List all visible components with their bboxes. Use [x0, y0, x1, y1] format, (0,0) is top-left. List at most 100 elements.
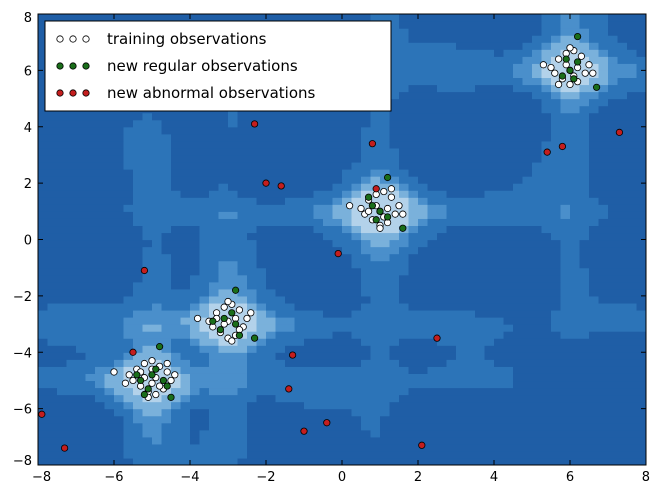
background-cell	[608, 366, 619, 374]
background-cell	[57, 154, 68, 163]
background-cell	[465, 408, 476, 417]
background-cell	[171, 401, 182, 410]
background-cell	[418, 288, 429, 297]
background-cell	[171, 415, 182, 424]
background-cell	[484, 63, 495, 71]
background-cell	[161, 204, 172, 212]
background-cell	[180, 281, 191, 290]
background-cell	[627, 239, 638, 248]
background-cell	[190, 204, 201, 212]
background-cell	[494, 457, 505, 465]
background-cell	[408, 387, 419, 396]
background-cell	[104, 359, 115, 367]
background-cell	[313, 401, 324, 410]
background-cell	[598, 415, 609, 424]
background-cell	[342, 147, 353, 156]
background-cell	[513, 253, 524, 262]
background-cell	[627, 450, 638, 459]
background-cell	[85, 197, 96, 205]
background-cell	[114, 112, 125, 121]
background-cell	[532, 28, 543, 36]
background-cell	[313, 359, 324, 367]
background-cell	[627, 309, 638, 318]
background-cell	[418, 98, 429, 107]
background-cell	[522, 281, 533, 290]
background-cell	[152, 147, 163, 156]
background-cell	[636, 246, 646, 255]
background-cell	[389, 436, 400, 445]
background-cell	[332, 154, 343, 163]
background-cell	[123, 126, 134, 135]
background-cell	[266, 253, 277, 262]
background-cell	[579, 324, 590, 332]
background-cell	[85, 429, 96, 438]
background-cell	[532, 359, 543, 367]
background-cell	[541, 429, 552, 438]
background-cell	[66, 176, 77, 184]
background-cell	[228, 373, 239, 382]
background-cell	[85, 147, 96, 156]
background-cell	[351, 232, 362, 241]
background-cell	[218, 260, 229, 269]
background-cell	[104, 387, 115, 396]
background-cell	[541, 401, 552, 410]
background-cell	[218, 239, 229, 248]
background-cell	[294, 331, 305, 339]
background-cell	[152, 415, 163, 424]
background-cell	[209, 119, 220, 128]
background-cell	[38, 21, 49, 29]
background-cell	[152, 197, 163, 205]
background-cell	[456, 49, 467, 57]
background-cell	[541, 246, 552, 255]
background-cell	[598, 197, 609, 205]
background-cell	[247, 147, 258, 156]
background-cell	[608, 133, 619, 142]
background-cell	[161, 302, 172, 311]
background-cell	[247, 401, 258, 410]
background-cell	[256, 197, 267, 205]
background-cell	[636, 56, 646, 64]
background-cell	[361, 176, 372, 184]
background-cell	[275, 211, 286, 219]
background-cell	[589, 161, 600, 170]
new-abnormal-observations-point	[129, 348, 137, 356]
background-cell	[608, 309, 619, 318]
new-regular-observations-point	[148, 371, 156, 379]
background-cell	[465, 28, 476, 36]
background-cell	[133, 239, 144, 248]
background-cell	[475, 373, 486, 382]
background-cell	[627, 14, 638, 22]
background-cell	[47, 225, 58, 234]
background-cell	[161, 161, 172, 170]
background-cell	[456, 140, 467, 149]
background-cell	[256, 317, 267, 325]
background-cell	[218, 176, 229, 184]
background-cell	[313, 288, 324, 297]
background-cell	[247, 183, 258, 191]
background-cell	[494, 63, 505, 71]
background-cell	[617, 105, 628, 114]
background-cell	[180, 260, 191, 269]
background-cell	[532, 302, 543, 311]
background-cell	[332, 436, 343, 445]
background-cell	[66, 309, 77, 318]
background-cell	[85, 373, 96, 382]
background-cell	[551, 169, 562, 177]
background-cell	[551, 408, 562, 417]
background-cell	[503, 309, 514, 318]
background-cell	[85, 380, 96, 389]
background-cell	[522, 190, 533, 198]
background-cell	[608, 317, 619, 325]
background-cell	[332, 415, 343, 424]
background-cell	[180, 133, 191, 142]
background-cell	[57, 161, 68, 170]
background-cell	[323, 267, 334, 276]
background-cell	[494, 324, 505, 332]
background-cell	[579, 267, 590, 276]
background-cell	[180, 126, 191, 135]
background-cell	[190, 380, 201, 389]
background-cell	[389, 119, 400, 128]
background-cell	[522, 70, 533, 79]
background-cell	[456, 338, 467, 346]
background-cell	[456, 246, 467, 255]
